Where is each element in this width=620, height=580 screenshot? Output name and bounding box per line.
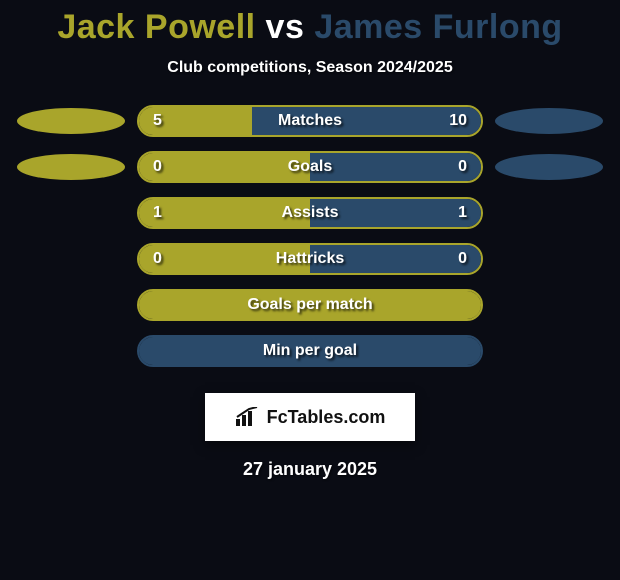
stat-row: Min per goal: [29, 335, 591, 367]
player2-ellipse-icon: [495, 108, 603, 134]
stat-label: Goals per match: [247, 296, 372, 314]
stat-right-value: 1: [458, 204, 467, 222]
ellipse-placeholder: [29, 246, 137, 272]
stat-label: Hattricks: [276, 250, 344, 268]
stat-bar-matches: 5 Matches 10: [137, 105, 483, 137]
stat-label: Goals: [288, 158, 332, 176]
stat-right-value: 0: [458, 250, 467, 268]
stat-bar-gpm: Goals per match: [137, 289, 483, 321]
stat-label: Assists: [282, 204, 339, 222]
stat-row: 0 Hattricks 0: [29, 243, 591, 275]
subtitle: Club competitions, Season 2024/2025: [0, 59, 620, 77]
ellipse-placeholder: [29, 292, 137, 318]
stat-row: Goals per match: [29, 289, 591, 321]
stat-bar-mpg: Min per goal: [137, 335, 483, 367]
logo-text: FcTables.com: [267, 407, 386, 428]
stat-bar-assists: 1 Assists 1: [137, 197, 483, 229]
vs-text: vs: [266, 8, 305, 46]
stats-list: 5 Matches 10 0 Goals 0 1: [0, 105, 620, 381]
player1-ellipse-icon: [17, 108, 125, 134]
stat-bar-hattricks: 0 Hattricks 0: [137, 243, 483, 275]
stat-label: Min per goal: [263, 342, 357, 360]
ellipse-placeholder: [483, 200, 591, 226]
stat-bar-goals: 0 Goals 0: [137, 151, 483, 183]
ellipse-placeholder: [483, 246, 591, 272]
stat-left-value: 5: [153, 112, 162, 130]
ellipse-placeholder: [483, 292, 591, 318]
page-title: Jack Powell vs James Furlong: [0, 8, 620, 47]
stat-right-value: 10: [449, 112, 467, 130]
ellipse-placeholder: [483, 338, 591, 364]
player2-name: James Furlong: [314, 8, 562, 46]
player1-ellipse-icon: [17, 154, 125, 180]
bar-right-fill: [310, 153, 481, 181]
ellipse-placeholder: [29, 200, 137, 226]
comparison-infographic: Jack Powell vs James Furlong Club compet…: [0, 0, 620, 480]
stat-row: 0 Goals 0: [17, 151, 603, 183]
stat-label: Matches: [278, 112, 342, 130]
stat-left-value: 1: [153, 204, 162, 222]
ellipse-placeholder: [29, 338, 137, 364]
stat-row: 5 Matches 10: [17, 105, 603, 137]
bar-left-fill: [139, 153, 310, 181]
chart-icon: [235, 407, 261, 427]
fctables-logo: FcTables.com: [205, 393, 415, 441]
date-label: 27 january 2025: [0, 459, 620, 480]
stat-right-value: 0: [458, 158, 467, 176]
stat-left-value: 0: [153, 158, 162, 176]
stat-left-value: 0: [153, 250, 162, 268]
player1-name: Jack Powell: [57, 8, 255, 46]
stat-row: 1 Assists 1: [29, 197, 591, 229]
player2-ellipse-icon: [495, 154, 603, 180]
